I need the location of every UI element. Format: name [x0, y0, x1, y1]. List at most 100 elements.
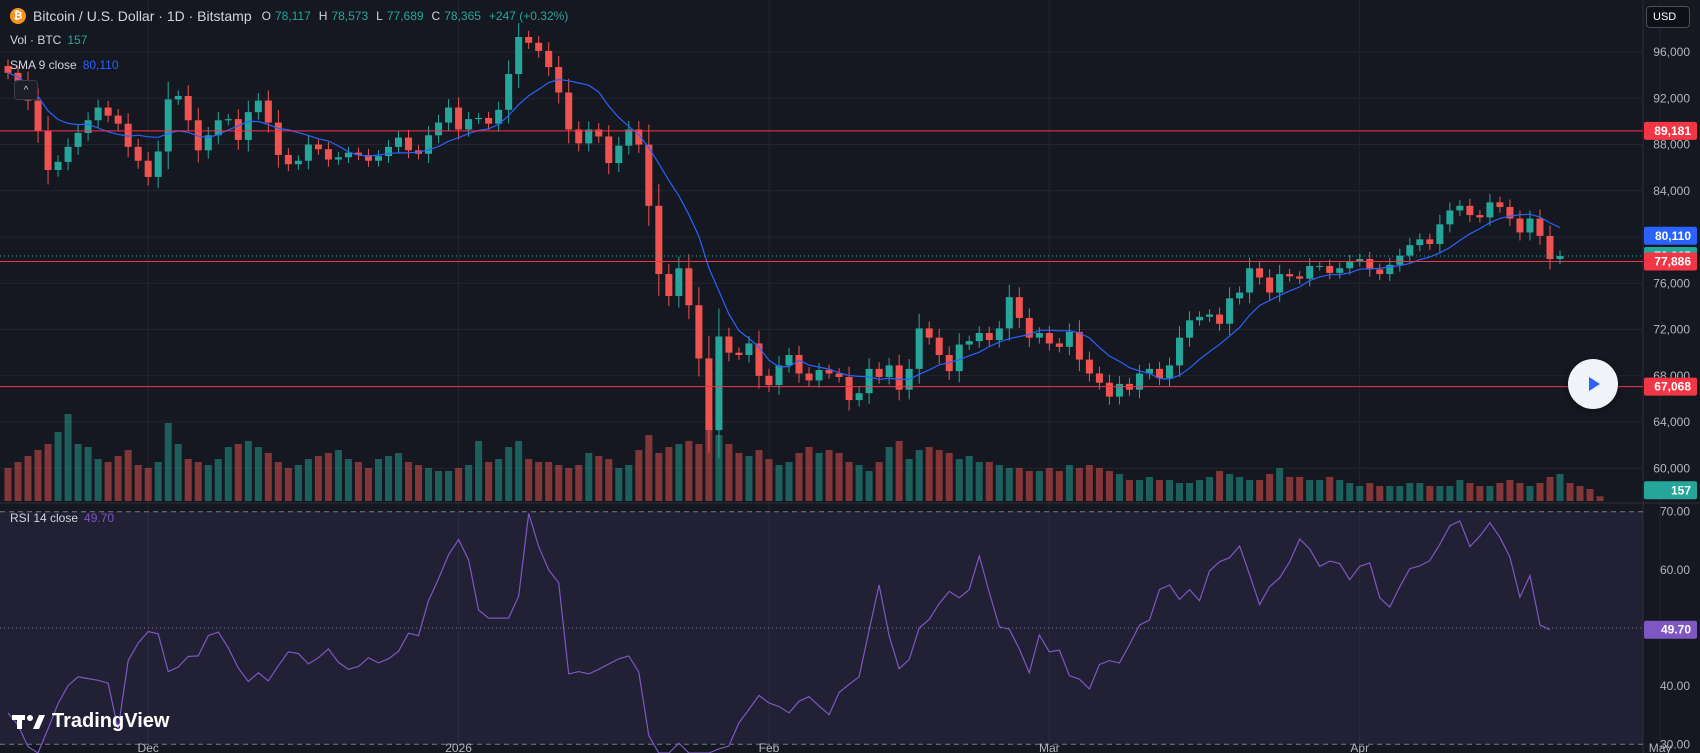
volume-bar — [945, 453, 953, 501]
candle-body — [865, 368, 873, 394]
price-tick-label: 84,000 — [1653, 184, 1690, 198]
candle-body — [54, 161, 62, 170]
volume-bar — [24, 456, 32, 501]
sma-legend[interactable]: SMA 9 close 80,110 — [10, 58, 119, 72]
candle-body — [1486, 202, 1494, 218]
candle-body — [1266, 277, 1274, 293]
volume-bar — [865, 471, 873, 501]
open-label: O — [261, 9, 271, 23]
candle-body — [194, 120, 202, 151]
candle-body — [1506, 206, 1514, 219]
volume-bar — [254, 447, 262, 501]
volume-bar — [915, 450, 923, 501]
volume-bar — [515, 441, 523, 501]
volume-bar — [1105, 471, 1113, 501]
candle-body — [585, 129, 593, 144]
hline-badge: 89,181 — [1644, 121, 1697, 140]
candle-body — [545, 50, 553, 68]
volume-bar — [495, 459, 503, 501]
candle-body — [1276, 274, 1284, 293]
volume-bar — [14, 462, 22, 501]
price-tick-label: 88,000 — [1653, 138, 1690, 152]
candle-body — [1306, 265, 1314, 279]
price-tick-label: 64,000 — [1653, 415, 1690, 429]
candle-body — [955, 344, 963, 372]
candle-body — [44, 130, 52, 170]
candle-body — [1165, 365, 1174, 379]
volume-bar — [1145, 477, 1153, 501]
rsi-line — [7, 513, 1551, 753]
open-value: 78,117 — [274, 9, 311, 23]
play-button[interactable] — [1568, 359, 1618, 409]
volume-bar — [1396, 486, 1404, 501]
volume-bar — [595, 456, 603, 501]
change-value: +247 (+0.32%) — [488, 9, 569, 23]
candle-body — [1436, 224, 1444, 244]
time-tick-label: Dec — [138, 741, 159, 753]
sma-line — [7, 72, 1561, 381]
volume-bar — [1376, 486, 1384, 501]
volume-bar — [1165, 480, 1174, 501]
candle-body — [485, 117, 493, 124]
time-tick-label: Mar — [1039, 741, 1060, 753]
volume-bar — [765, 459, 773, 501]
volume-bar — [1045, 468, 1053, 501]
candle-body — [1546, 235, 1554, 260]
price-tick-label: 92,000 — [1653, 91, 1690, 105]
price-tick-label: 72,000 — [1653, 323, 1690, 337]
candle-body — [234, 119, 242, 140]
volume-bar — [1216, 471, 1224, 501]
volume-bar — [204, 465, 212, 501]
currency-button[interactable]: USD — [1646, 6, 1690, 28]
candle-body — [795, 354, 803, 374]
candle-body — [1226, 298, 1234, 324]
volume-bar — [895, 441, 903, 501]
candle-body — [94, 107, 102, 121]
candle-body — [445, 107, 453, 123]
bitcoin-icon: ₿ — [10, 8, 26, 24]
candle-body — [174, 95, 182, 100]
volume-bar — [314, 456, 322, 501]
volume-bar — [1406, 483, 1414, 501]
symbol-title[interactable]: Bitcoin / U.S. Dollar · 1D · Bitstamp — [33, 8, 252, 24]
volume-bar — [274, 462, 282, 501]
collapse-legend-button[interactable]: ^ — [14, 80, 38, 100]
candle-body — [344, 152, 352, 158]
volume-bar — [575, 465, 583, 501]
volume-bar — [485, 462, 493, 501]
volume-bar — [455, 468, 463, 501]
candle-body — [1206, 314, 1214, 317]
volume-bar — [1496, 483, 1504, 501]
candle-body — [425, 135, 433, 154]
rsi-tick-label: 60.00 — [1660, 563, 1690, 577]
candle-body — [825, 370, 833, 374]
candle-body — [274, 122, 282, 155]
rsi-legend[interactable]: RSI 14 close 49.70 — [10, 511, 114, 525]
candle-body — [1045, 333, 1053, 344]
candle-body — [615, 145, 623, 164]
volume-bar — [445, 471, 453, 501]
candle-body — [134, 146, 142, 161]
volume-bar — [675, 444, 683, 501]
close-label: C — [431, 9, 441, 23]
volume-bar — [1065, 465, 1073, 501]
candle-body — [565, 92, 573, 130]
volume-bar — [124, 450, 132, 501]
candle-body — [1256, 268, 1264, 278]
candle-body — [324, 149, 332, 160]
candle-body — [535, 42, 543, 51]
tradingview-logo[interactable]: TradingView — [12, 710, 169, 733]
volume-bar — [194, 462, 202, 501]
volume-bar — [555, 465, 563, 501]
candle-body — [1336, 268, 1344, 273]
volume-bar — [244, 441, 252, 501]
volume-legend[interactable]: Vol · BTC 157 — [10, 33, 87, 47]
hline-badge-text: 67,068 — [1654, 380, 1691, 394]
rsi-tick-label: 40.00 — [1660, 679, 1690, 693]
candle-body — [354, 152, 362, 155]
volume-bar — [425, 468, 433, 501]
volume-bar — [164, 423, 172, 501]
candle-body — [1095, 373, 1103, 383]
volume-bar — [1236, 477, 1244, 501]
